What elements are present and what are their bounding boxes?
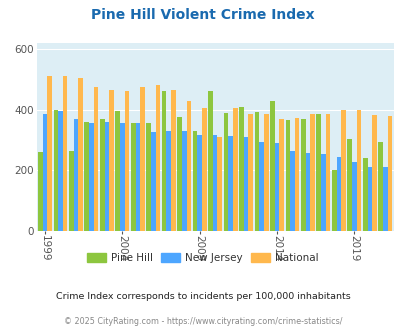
Bar: [325, 115, 330, 231]
Bar: [309, 114, 314, 231]
Bar: [94, 87, 98, 231]
Bar: [290, 151, 294, 231]
Bar: [362, 158, 367, 231]
Bar: [208, 91, 212, 231]
Bar: [377, 142, 382, 231]
Bar: [232, 108, 237, 231]
Bar: [300, 119, 305, 231]
Bar: [104, 122, 109, 231]
Bar: [140, 87, 145, 231]
Bar: [130, 123, 135, 231]
Bar: [340, 110, 345, 231]
Bar: [73, 119, 78, 231]
Bar: [202, 108, 206, 231]
Bar: [243, 137, 248, 231]
Bar: [124, 90, 129, 231]
Bar: [274, 143, 279, 231]
Bar: [351, 162, 356, 231]
Bar: [109, 90, 113, 231]
Bar: [181, 131, 186, 231]
Bar: [84, 122, 89, 231]
Bar: [263, 114, 268, 231]
Bar: [89, 123, 94, 231]
Bar: [336, 157, 340, 231]
Bar: [115, 111, 120, 231]
Bar: [356, 110, 360, 231]
Bar: [53, 110, 58, 231]
Bar: [100, 119, 104, 231]
Bar: [155, 85, 160, 231]
Bar: [69, 150, 73, 231]
Bar: [285, 120, 290, 231]
Bar: [269, 101, 274, 231]
Bar: [305, 153, 309, 231]
Bar: [47, 76, 52, 231]
Bar: [320, 154, 325, 231]
Bar: [78, 78, 83, 231]
Bar: [162, 91, 166, 231]
Text: © 2025 CityRating.com - https://www.cityrating.com/crime-statistics/: © 2025 CityRating.com - https://www.city…: [64, 317, 341, 326]
Bar: [151, 132, 155, 231]
Bar: [331, 170, 336, 231]
Bar: [120, 123, 124, 231]
Bar: [254, 112, 259, 231]
Bar: [347, 139, 351, 231]
Bar: [212, 135, 217, 231]
Bar: [387, 116, 391, 231]
Bar: [43, 114, 47, 231]
Bar: [371, 115, 376, 231]
Bar: [316, 114, 320, 231]
Bar: [223, 113, 228, 231]
Bar: [294, 118, 299, 231]
Bar: [186, 101, 191, 231]
Bar: [146, 123, 151, 231]
Bar: [259, 142, 263, 231]
Legend: Pine Hill, New Jersey, National: Pine Hill, New Jersey, National: [83, 248, 322, 267]
Text: Pine Hill Violent Crime Index: Pine Hill Violent Crime Index: [91, 8, 314, 22]
Bar: [192, 131, 197, 231]
Bar: [382, 167, 387, 231]
Bar: [367, 167, 371, 231]
Bar: [177, 117, 181, 231]
Bar: [279, 119, 284, 231]
Bar: [166, 131, 171, 231]
Bar: [248, 114, 252, 231]
Bar: [38, 152, 43, 231]
Text: Crime Index corresponds to incidents per 100,000 inhabitants: Crime Index corresponds to incidents per…: [55, 292, 350, 301]
Bar: [135, 123, 140, 231]
Bar: [228, 136, 232, 231]
Bar: [197, 135, 202, 231]
Bar: [239, 107, 243, 231]
Bar: [58, 111, 63, 231]
Bar: [171, 90, 175, 231]
Bar: [63, 76, 67, 231]
Bar: [217, 137, 222, 231]
